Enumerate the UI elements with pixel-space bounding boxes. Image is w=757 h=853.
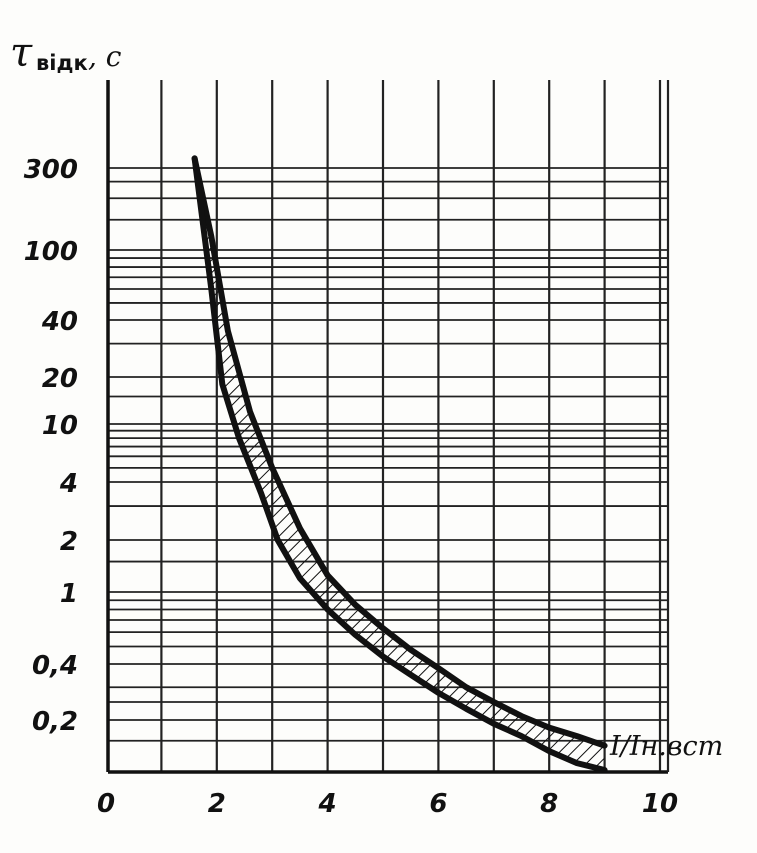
- y-axis-label-subscript: відк: [36, 51, 88, 75]
- lower-curve: [191, 155, 608, 773]
- y-axis-label-symbol: τ: [10, 30, 33, 76]
- x-axis-label: I/Iн.вст: [609, 731, 723, 762]
- y-tick-label: 40: [41, 307, 78, 337]
- curves: [191, 155, 608, 773]
- x-tick-label: 0: [97, 789, 115, 819]
- y-axis-label-unit: , с: [88, 40, 122, 73]
- y-tick-label: 4: [59, 469, 78, 499]
- upper-curve: [191, 155, 608, 749]
- curve-band: [194, 158, 605, 770]
- tick-labels: 0 2 4 6 8 10 0,2 0,4 1 2 4 10 20 40 100 300: [24, 155, 678, 819]
- y-tick-label: 2: [60, 527, 78, 557]
- y-tick-label: 300: [24, 155, 78, 185]
- y-tick-label: 1: [60, 579, 78, 609]
- y-tick-label: 100: [24, 237, 78, 267]
- hatched-band: [194, 158, 605, 770]
- x-tick-label: 4: [318, 789, 337, 819]
- y-tick-label: 10: [42, 411, 78, 441]
- y-tick-label: 0,2: [32, 707, 78, 737]
- x-tick-label: 10: [642, 789, 678, 819]
- x-tick-label: 2: [208, 789, 226, 819]
- y-tick-label: 20: [42, 364, 78, 394]
- x-tick-label: 8: [540, 789, 558, 819]
- chart-axes: [106, 80, 670, 774]
- x-tick-label: 6: [429, 789, 447, 819]
- chart-labels: τ відк , с I/Iн.вст: [10, 30, 723, 762]
- chart-grid: [108, 80, 668, 772]
- y-tick-label: 0,4: [32, 651, 78, 681]
